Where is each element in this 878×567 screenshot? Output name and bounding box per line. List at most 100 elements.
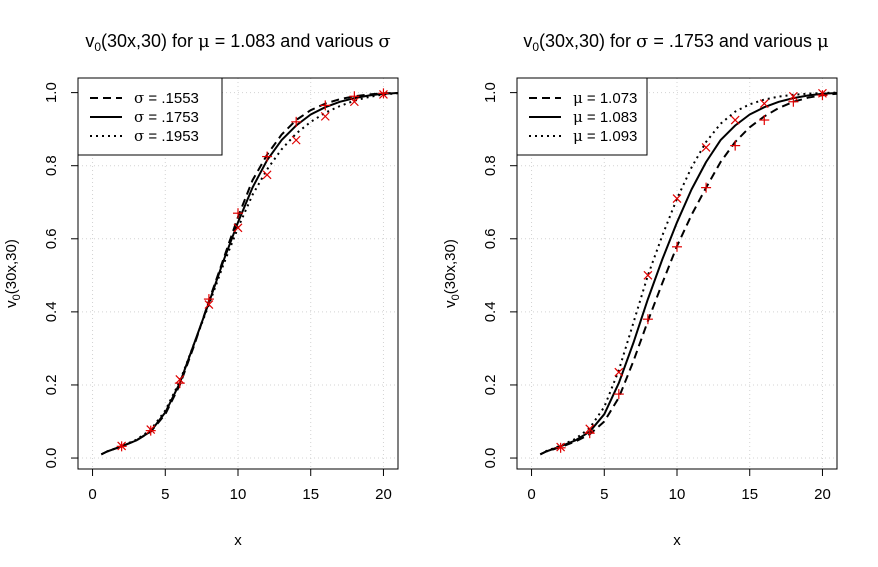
series-line-solid [100,92,399,456]
y-tick-label: 0.4 [43,301,60,322]
plus-marker [349,91,360,102]
cross-marker [379,90,388,99]
x-tick-label: 0 [88,486,96,503]
x-axis-label: x [234,532,242,549]
legend-symbol: σ [134,89,144,107]
y-tick-label: 0.0 [482,448,499,469]
y-tick-label: 0.2 [43,375,60,396]
cross-marker-b [291,135,301,145]
legend-label: σ = .1953 [134,127,199,145]
cross-marker [759,99,769,109]
title-subscript: 0 [532,40,539,54]
title-v: v [523,31,532,51]
x-tick-label: 5 [161,486,169,503]
x-tick-label: 15 [302,486,319,503]
plus-marker [584,428,595,439]
x-axis: 0 5 10 15 20 [527,468,831,503]
y-axis-label: v0(30x,30) [442,239,462,308]
title-subscript: 0 [94,40,101,54]
legend-label: σ = .1753 [134,108,199,126]
cross-marker [818,88,827,98]
x-tick-label: 10 [669,486,686,503]
cross-marker [320,111,330,121]
title-param-value: = 1.083 and various [210,31,379,51]
plus-marker [642,314,653,325]
plus-marker [378,88,389,99]
title-v: v [85,31,94,51]
legend-label: μ = 1.093 [573,127,637,145]
cross-marker-b [788,91,798,101]
plus-marker [701,182,712,193]
plus-marker [730,140,741,151]
plot-panel-1: 0 5 10 15 200.00.20.40.60.81.0v0(30x,30) for… [3,31,399,549]
legend-value: = .1753 [144,109,199,126]
x-tick-label: 10 [230,486,247,503]
cross-marker [614,367,624,377]
y-tick-label: 1.0 [482,82,499,103]
y-tick-label: 0.6 [482,228,499,249]
x-axis-label: x [673,532,681,549]
chart-title: v0(30x,30) for σ = .1753 and various μ [523,31,829,54]
plus-marker [262,151,273,162]
cross-marker-b [643,270,653,280]
legend-symbol: σ [134,127,144,145]
title-text: (30x,30) for [539,31,636,51]
cross-marker [117,441,127,451]
y-tick-label: 0.8 [43,155,60,176]
ylabel-subscript: 0 [450,294,462,300]
cross-marker-b [730,115,740,125]
cross-marker [643,270,653,280]
plus-marker [233,208,243,219]
cross-marker-b [818,88,827,98]
y-tick-label: 0.4 [482,301,499,322]
plus-marker [672,241,682,252]
plus-marker [817,90,828,101]
ylabel-v: v [3,300,20,308]
legend-value: = .1953 [144,128,199,145]
cross-marker-b [759,99,769,109]
x-tick-label: 0 [527,486,535,503]
ylabel-subscript: 0 [11,294,23,300]
cross-marker-b [233,223,243,233]
cross-marker-b [672,194,682,204]
cross-marker-b [117,441,127,451]
x-tick-label: 5 [600,486,608,503]
plot-panel-2: 0 5 10 15 200.00.20.40.60.81.0v0(30x,30) for… [442,31,838,549]
cross-marker-b [585,424,595,434]
cross-marker-b [320,111,330,121]
cross-marker [585,424,595,434]
cross-marker-b [379,90,388,99]
y-tick-label: 0.6 [43,228,60,249]
legend-symbol: μ [573,108,583,126]
plus-marker [320,100,331,111]
cross-marker-b [349,97,359,107]
plus-marker [788,96,799,107]
plus-marker [613,389,624,400]
x-tick-label: 20 [375,486,392,503]
x-tick-label: 20 [814,486,831,503]
cross-marker [730,115,740,125]
y-tick-label: 0.8 [482,155,499,176]
legend-label: μ = 1.073 [573,89,637,107]
title-param-symbol: μ [198,31,210,52]
cross-marker [175,375,185,384]
y-axis: 0.0 0.2 0.4 0.6 0.8 1.0 [43,82,79,468]
title-param-value: = .1753 and various [648,31,817,51]
legend-value: = 1.093 [583,128,638,145]
legend-label: σ = .1553 [134,89,199,107]
legend-symbol: μ [573,127,583,145]
y-tick-label: 1.0 [43,82,60,103]
cross-marker-b [556,442,566,452]
cross-marker [701,143,711,152]
series-line-dotted [539,91,838,456]
cross-marker [262,170,272,180]
plus-marker [759,115,770,126]
legend-value: = 1.073 [583,90,638,107]
cross-marker [233,223,243,233]
ylabel-text: (30x,30) [442,239,459,294]
cross-marker [146,425,156,434]
cross-marker [204,300,214,309]
cross-marker [672,194,682,204]
